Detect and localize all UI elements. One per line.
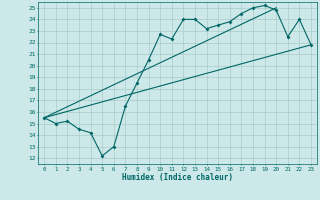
X-axis label: Humidex (Indice chaleur): Humidex (Indice chaleur): [122, 173, 233, 182]
